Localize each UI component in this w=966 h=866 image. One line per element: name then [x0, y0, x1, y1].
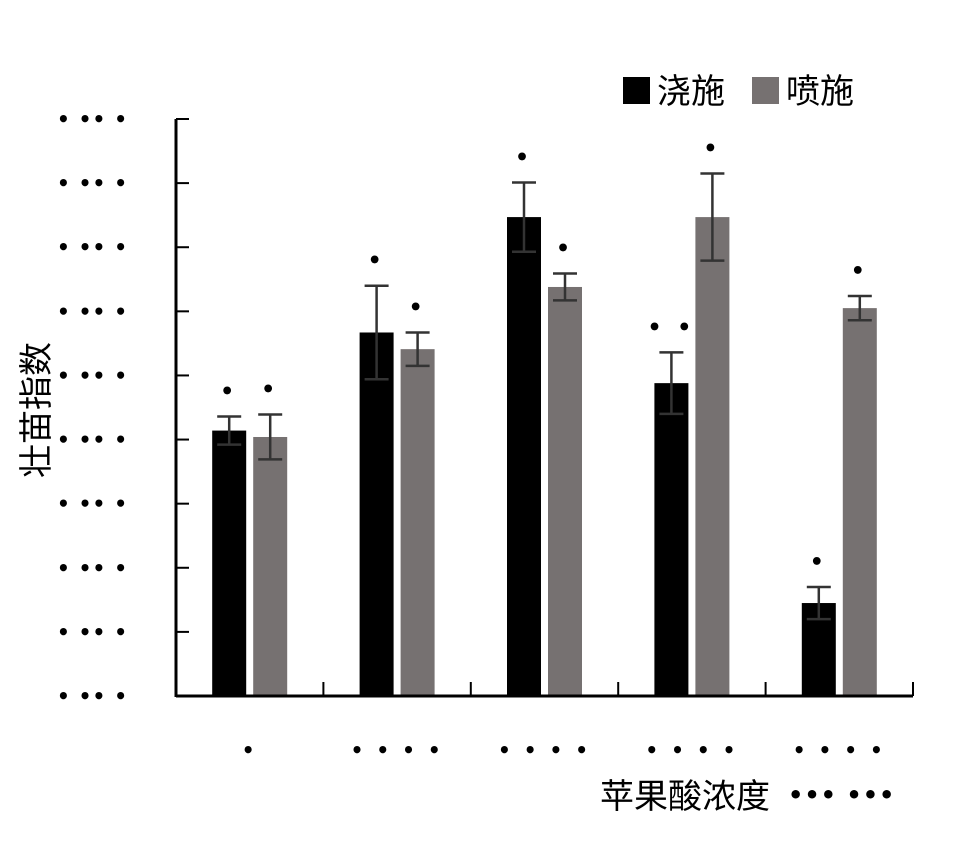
significance-letter: •	[515, 145, 533, 170]
legend-swatch-浇施	[623, 77, 650, 104]
significance-letter: •	[409, 295, 427, 320]
bar	[212, 430, 247, 696]
bar	[400, 349, 435, 696]
y-tick-label: • •• •	[57, 363, 128, 387]
error-bars	[217, 172, 872, 621]
significance-letter: •	[556, 237, 574, 262]
legend-swatch-喷施	[752, 77, 779, 104]
bar	[253, 436, 288, 696]
y-tick-label: • •• •	[57, 556, 128, 580]
significance-letter: •	[220, 379, 238, 404]
significance-letter: • •	[648, 315, 696, 340]
bar	[695, 217, 730, 696]
y-tick-label: • •• •	[57, 684, 128, 708]
x-axis-title: 苹果酸浓度	[600, 777, 770, 817]
bar	[548, 286, 582, 696]
x-axis-unit: ••• •••	[788, 781, 895, 809]
legend-label-浇施: 浇施	[657, 72, 725, 112]
x-tick-label: • • • •	[351, 738, 444, 762]
y-tick-label: • •• •	[57, 107, 128, 131]
bar	[842, 308, 877, 696]
y-axis-ticks: • •• • • •• • • •• • • •• • • •• • • •• • • ••…	[57, 107, 189, 708]
x-tick-label: • • • •	[793, 738, 886, 762]
y-tick-label: • •• •	[57, 299, 128, 323]
y-tick-label: • •• •	[57, 620, 128, 644]
significance-letter: •	[703, 136, 721, 161]
y-tick-label: • •• •	[57, 171, 128, 195]
y-axis-title: 壮苗指数	[17, 342, 57, 478]
bars	[212, 217, 877, 696]
y-tick-label: • •• •	[57, 492, 128, 516]
x-tick-label: •	[242, 738, 258, 762]
significance-letters: • • • • • • • • • • •	[220, 136, 869, 575]
bar	[507, 217, 541, 696]
x-tick-label: • • • •	[498, 738, 591, 762]
significance-letter: •	[261, 378, 279, 403]
bar	[359, 332, 394, 696]
x-axis-ticks: • • • • • • • • • • • • • • • • •	[242, 682, 914, 762]
bar	[654, 383, 689, 696]
significance-letter: •	[851, 259, 869, 284]
y-tick-label: • •• •	[57, 428, 128, 452]
significance-letter: •	[810, 550, 828, 575]
x-tick-label: • • • •	[645, 738, 738, 762]
legend-label-喷施: 喷施	[786, 72, 854, 112]
significance-letter: •	[368, 249, 386, 274]
y-tick-label: • •• •	[57, 235, 128, 259]
legend: 浇施 喷施	[623, 72, 854, 112]
